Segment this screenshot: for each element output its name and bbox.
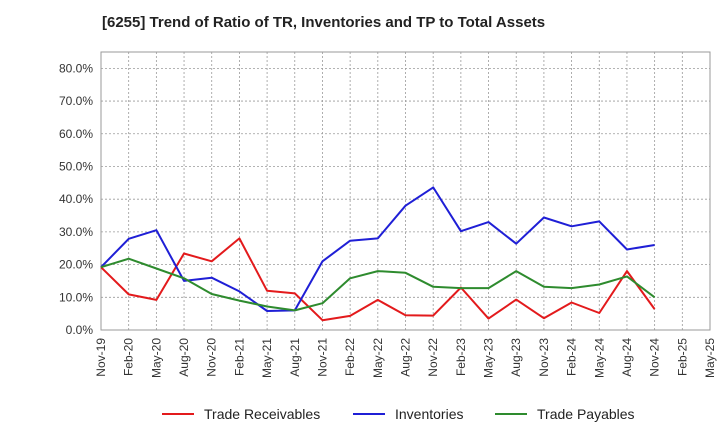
legend-label-inventories: Inventories bbox=[395, 406, 463, 422]
legend-label-trade-receivables: Trade Receivables bbox=[204, 406, 320, 422]
x-tick-label: Nov-20 bbox=[205, 338, 219, 377]
y-tick-label: 80.0% bbox=[59, 61, 93, 75]
x-tick-label: May-25 bbox=[703, 338, 717, 378]
x-tick-label: Feb-23 bbox=[454, 338, 468, 376]
chart-title: [6255] Trend of Ratio of TR, Inventories… bbox=[102, 14, 546, 31]
y-tick-label: 60.0% bbox=[59, 127, 93, 141]
x-tick-label: Aug-21 bbox=[288, 338, 302, 377]
x-tick-label: Nov-22 bbox=[426, 338, 440, 377]
x-tick-label: Nov-24 bbox=[648, 338, 662, 377]
y-tick-label: 70.0% bbox=[59, 94, 93, 108]
y-tick-label: 50.0% bbox=[59, 159, 93, 173]
legend-label-trade-payables: Trade Payables bbox=[537, 406, 635, 422]
series-line-trade-receivables bbox=[100, 237, 656, 322]
x-tick-label: May-21 bbox=[260, 338, 274, 378]
x-tick-label: May-23 bbox=[482, 338, 496, 378]
x-tick-label: May-24 bbox=[592, 338, 606, 378]
x-tick-label: May-20 bbox=[149, 338, 163, 378]
x-tick-label: Nov-21 bbox=[315, 338, 329, 377]
x-tick-label: Feb-20 bbox=[122, 338, 136, 376]
x-tick-label: Feb-21 bbox=[232, 338, 246, 376]
x-tick-label: May-22 bbox=[371, 338, 385, 378]
x-tick-label: Aug-20 bbox=[177, 338, 191, 377]
series-line-trade-payables bbox=[100, 257, 656, 312]
x-tick-label: Aug-24 bbox=[620, 338, 634, 377]
x-tick-label: Aug-23 bbox=[509, 338, 523, 377]
y-tick-label: 40.0% bbox=[59, 192, 93, 206]
y-tick-label: 0.0% bbox=[66, 323, 94, 337]
x-tick-label: Nov-19 bbox=[94, 338, 108, 377]
x-tick-label: Feb-24 bbox=[565, 338, 579, 376]
x-tick-label: Aug-22 bbox=[399, 338, 413, 377]
y-tick-label: 10.0% bbox=[59, 290, 93, 304]
x-tick-label: Feb-25 bbox=[675, 338, 689, 376]
x-tick-label: Feb-22 bbox=[343, 338, 357, 376]
y-tick-label: 30.0% bbox=[59, 225, 93, 239]
y-tick-label: 20.0% bbox=[59, 258, 93, 272]
x-tick-label: Nov-23 bbox=[537, 338, 551, 377]
series-line-inventories bbox=[100, 186, 655, 312]
